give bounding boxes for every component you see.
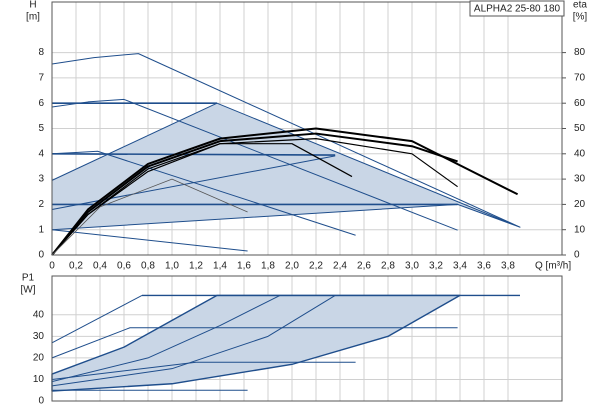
x-tick-label: 3,2 <box>429 261 443 272</box>
y2-tick-label: 30 <box>574 174 586 185</box>
x-tick-label: 1,2 <box>189 261 203 272</box>
curve <box>51 294 336 387</box>
y-label: H <box>29 0 36 11</box>
chart-title: ALPHA2 25-80 180 <box>474 4 561 15</box>
y-tick-label: 40 <box>33 309 45 320</box>
curve <box>51 143 353 256</box>
x-tick-label: 3,6 <box>477 261 491 272</box>
x-tick-label: 3,0 <box>405 261 419 272</box>
y2-tick-label: 60 <box>574 98 586 109</box>
x-tick-label: 3,4 <box>453 261 467 272</box>
y-tick-label: 2 <box>38 199 44 210</box>
curve <box>51 127 519 256</box>
x-tick-label: 2,4 <box>333 261 347 272</box>
area <box>51 102 521 231</box>
y-label-unit: [W] <box>21 285 36 296</box>
y2-tick-label: 80 <box>574 47 586 58</box>
x-tick-label: 2,2 <box>309 261 323 272</box>
y2-tick-label: 40 <box>574 148 586 159</box>
curve <box>51 294 281 383</box>
plot-frame <box>51 275 563 402</box>
x-tick-label: 2,0 <box>285 261 299 272</box>
curve <box>51 294 143 344</box>
curve <box>51 361 356 380</box>
plot-frame <box>51 1 563 256</box>
y2-tick-label: 20 <box>574 199 586 210</box>
x-tick-label: 0,4 <box>93 261 107 272</box>
y2-label-unit: [%] <box>573 12 588 23</box>
x-tick-label: 0,2 <box>69 261 83 272</box>
y-tick-label: 8 <box>38 47 44 58</box>
x-tick-label: 0 <box>49 261 55 272</box>
x-tick-label: 0,8 <box>141 261 155 272</box>
x-tick-label: 0,6 <box>117 261 131 272</box>
x-label: Q [m³/h] <box>535 261 571 272</box>
x-tick-label: 1,4 <box>213 261 227 272</box>
y-tick-label: 1 <box>38 224 44 235</box>
y-tick-label: 10 <box>33 374 45 385</box>
y2-tick-label: 0 <box>574 250 580 261</box>
y-tick-label: 0 <box>38 396 44 407</box>
x-tick-label: 1,6 <box>237 261 251 272</box>
y-tick-label: 30 <box>33 331 45 342</box>
y-tick-label: 3 <box>38 174 44 185</box>
curve <box>51 98 458 231</box>
x-tick-label: 1,0 <box>165 261 179 272</box>
curve <box>51 132 458 256</box>
y2-tick-label: 10 <box>574 224 586 235</box>
y2-tick-label: 50 <box>574 123 586 134</box>
x-tick-label: 2,6 <box>357 261 371 272</box>
y-tick-label: 0 <box>38 250 44 261</box>
curve <box>51 327 458 359</box>
y-tick-label: 6 <box>38 98 44 109</box>
y-tick-label: 4 <box>38 148 44 159</box>
plot: 0 10 20 30 40 <box>33 275 563 407</box>
x-tick-label: 1,8 <box>261 261 275 272</box>
curve <box>51 178 248 256</box>
y-tick-label: 20 <box>33 353 45 364</box>
title-box <box>469 0 565 17</box>
plot: 0 0,2 0,4 0,6 0,8 1,0 1,2 1,4 1,6 1,8 2,0 2,2 2,4 2,6… <box>38 1 586 272</box>
x-tick-label: 3,8 <box>501 261 515 272</box>
x-tick-label: 2,8 <box>381 261 395 272</box>
y2-tick-label: 70 <box>574 73 586 84</box>
y-label: P1 <box>22 273 35 284</box>
y2-label: eta <box>573 0 587 11</box>
y-label-unit: [m] <box>26 12 40 23</box>
y-tick-label: 7 <box>38 73 44 84</box>
y-tick-label: 5 <box>38 123 44 134</box>
curve <box>51 229 248 252</box>
